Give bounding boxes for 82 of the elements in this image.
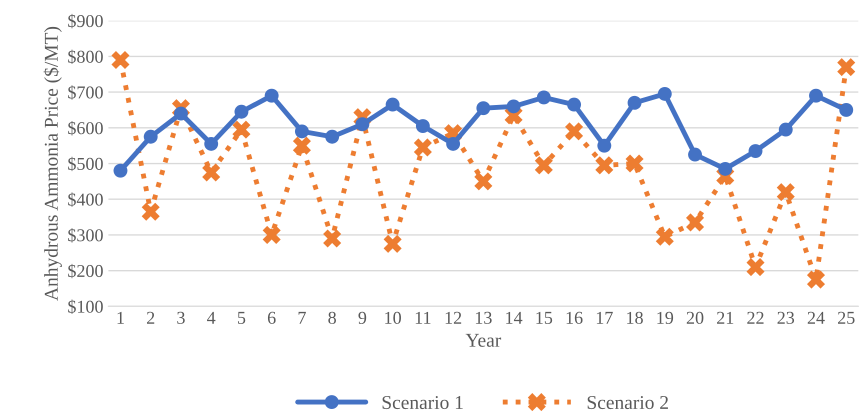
point xyxy=(597,138,612,153)
x-tick-label: 18 xyxy=(627,312,643,324)
point xyxy=(416,119,430,133)
y-tick-label: $100 xyxy=(68,300,103,314)
point xyxy=(806,270,826,289)
x-tick-label: 7 xyxy=(298,312,306,324)
x-tick-label: 23 xyxy=(778,312,794,324)
y-tick-label: $500 xyxy=(68,156,103,172)
x-tick-label: 8 xyxy=(328,312,336,324)
point xyxy=(144,130,158,144)
x-tick-label: 15 xyxy=(536,312,552,324)
x-tick-label: 24 xyxy=(808,312,825,324)
x-tick-label: 17 xyxy=(596,312,613,324)
point xyxy=(626,154,644,173)
point xyxy=(323,229,342,248)
point xyxy=(142,202,160,221)
y-tick-label: $900 xyxy=(68,14,103,28)
point xyxy=(837,58,856,76)
point xyxy=(688,148,702,162)
x-tick-label: 6 xyxy=(268,312,276,324)
y-tick-label: $600 xyxy=(68,121,103,136)
x-tick-label: 4 xyxy=(207,312,216,324)
point xyxy=(686,213,704,232)
x-tick-label: 3 xyxy=(177,312,185,324)
point xyxy=(628,96,642,110)
x-axis-title: Year xyxy=(466,334,502,347)
y-tick-label: $700 xyxy=(68,85,103,100)
point xyxy=(446,136,460,151)
y-tick-label: $200 xyxy=(68,264,103,278)
x-tick-label: 20 xyxy=(686,312,704,324)
point xyxy=(264,88,279,103)
point xyxy=(386,98,400,112)
x-tick-label: 10 xyxy=(385,312,401,324)
point xyxy=(776,183,795,202)
point xyxy=(232,120,250,139)
x-tick-label: 9 xyxy=(358,312,366,324)
point xyxy=(262,226,281,244)
point xyxy=(534,156,553,174)
point xyxy=(536,90,551,104)
y-tick-label: $300 xyxy=(68,228,103,243)
y-axis-title: Anhydrous Ammonia Price ($/MT) xyxy=(44,26,62,301)
y-tick-label: $400 xyxy=(68,192,103,207)
point xyxy=(114,164,128,178)
x-tick-label: 5 xyxy=(238,312,246,324)
point xyxy=(746,258,765,276)
point xyxy=(778,122,793,137)
legend-label: Scenario 2 xyxy=(588,396,668,410)
y-tick-label: $800 xyxy=(68,50,103,64)
point xyxy=(748,144,762,158)
point xyxy=(111,50,130,70)
x-tick-label: 1 xyxy=(118,312,124,324)
point xyxy=(355,117,370,132)
point xyxy=(474,172,492,190)
point xyxy=(809,88,823,103)
point xyxy=(202,163,220,182)
point xyxy=(565,122,584,140)
point xyxy=(718,162,732,176)
point xyxy=(506,99,521,114)
x-tick-label: 21 xyxy=(717,312,734,324)
point xyxy=(414,138,432,156)
point xyxy=(595,156,614,174)
point xyxy=(234,104,248,119)
point xyxy=(656,228,674,246)
x-tick-label: 22 xyxy=(747,312,764,324)
point xyxy=(658,86,672,101)
point xyxy=(292,136,311,155)
x-tick-label: 25 xyxy=(838,312,855,324)
x-tick-label: 14 xyxy=(506,312,522,324)
point xyxy=(839,103,854,117)
x-tick-label: 12 xyxy=(446,312,462,324)
x-tick-label: 2 xyxy=(146,312,154,324)
x-tick-label: 16 xyxy=(566,312,583,324)
legend-label: Scenario 1 xyxy=(382,396,463,410)
point xyxy=(204,136,218,151)
x-tick-label: 11 xyxy=(416,312,430,324)
x-tick-label: 13 xyxy=(476,312,492,324)
point xyxy=(384,234,402,253)
point xyxy=(325,130,340,144)
point xyxy=(567,98,582,112)
x-tick-label: 19 xyxy=(657,312,674,324)
point xyxy=(294,124,309,138)
point xyxy=(476,101,490,116)
